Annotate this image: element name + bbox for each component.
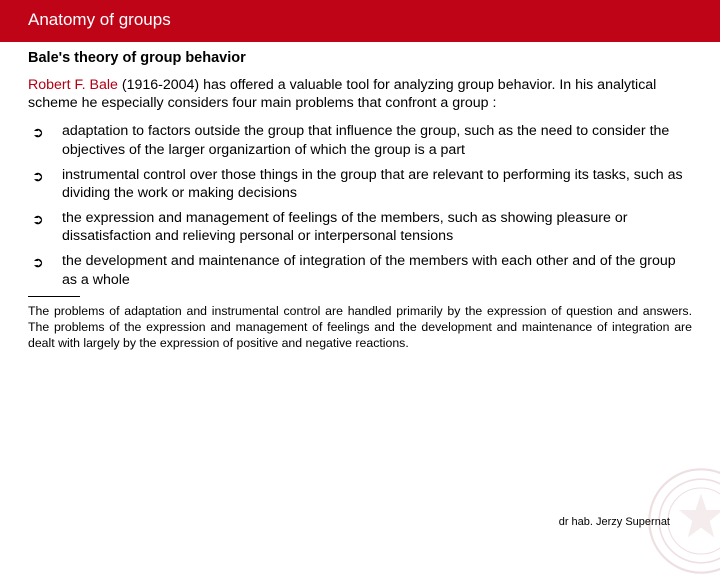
bullet-text: the expression and management of feeling… (62, 209, 692, 245)
intro-text: (1916-2004) has offered a valuable tool … (28, 77, 656, 111)
list-item: ➲ the expression and management of feeli… (32, 209, 692, 245)
bullet-text: adaptation to factors outside the group … (62, 122, 692, 158)
intro-paragraph: Robert F. Bale (1916-2004) has offered a… (28, 76, 692, 112)
bullet-text: instrumental control over those things i… (62, 166, 692, 202)
bullet-text: the development and maintenance of integ… (62, 252, 692, 288)
bullet-icon: ➲ (32, 122, 62, 141)
list-item: ➲ adaptation to factors outside the grou… (32, 122, 692, 158)
list-item: ➲ the development and maintenance of int… (32, 252, 692, 288)
bullet-icon: ➲ (32, 166, 62, 185)
seal-icon (646, 466, 720, 576)
footnote-divider (28, 296, 80, 297)
bullet-icon: ➲ (32, 252, 62, 271)
bullet-list: ➲ adaptation to factors outside the grou… (28, 122, 692, 288)
slide-header: Anatomy of groups (0, 0, 720, 42)
list-item: ➲ instrumental control over those things… (32, 166, 692, 202)
bullet-icon: ➲ (32, 209, 62, 228)
author-name: Robert F. Bale (28, 77, 118, 93)
slide-title: Anatomy of groups (28, 10, 171, 29)
section-subtitle: Bale's theory of group behavior (28, 50, 692, 66)
footnote-paragraph: The problems of adaptation and instrumen… (0, 303, 720, 352)
slide-content: Bale's theory of group behavior Robert F… (0, 42, 720, 289)
